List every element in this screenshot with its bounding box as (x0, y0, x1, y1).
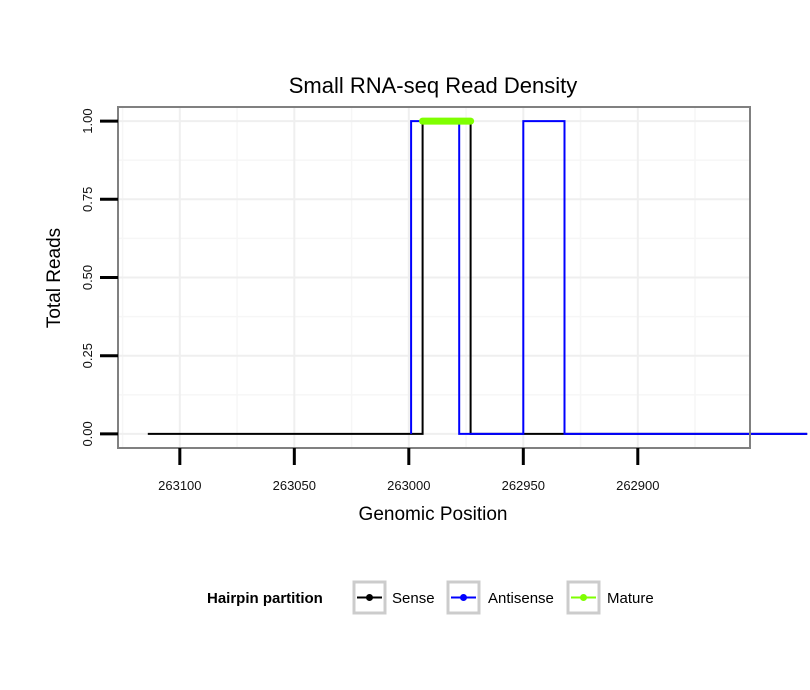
chart-title: Small RNA-seq Read Density (289, 73, 578, 98)
legend-key-point (366, 594, 373, 601)
plot-series (147, 117, 808, 435)
y-axis: 0.00 0.25 0.50 0.75 1.00 (80, 108, 118, 447)
y-tick-label: 0.75 (80, 187, 95, 212)
y-tick-label: 1.00 (80, 108, 95, 133)
legend-key-point (460, 594, 467, 601)
grid (118, 107, 750, 448)
y-axis-title: Total Reads (44, 228, 65, 328)
legend: Hairpin partition Sense Antisense Mature (207, 580, 654, 615)
x-axis: 263100 263050 263000 262950 262900 (158, 448, 659, 493)
x-tick-label: 263050 (273, 478, 316, 493)
x-tick-label: 263100 (158, 478, 201, 493)
y-tick-label: 0.50 (80, 265, 95, 290)
legend-title: Hairpin partition (207, 590, 323, 607)
x-tick-label: 263000 (387, 478, 430, 493)
legend-label-sense: Sense (392, 590, 435, 607)
series-line-antisense (410, 120, 808, 435)
y-tick-label: 0.25 (80, 343, 95, 368)
x-tick-label: 262900 (616, 478, 659, 493)
x-tick-label: 262950 (502, 478, 545, 493)
legend-label-mature: Mature (607, 590, 654, 607)
legend-key-point (580, 594, 587, 601)
x-axis-title: Genomic Position (359, 504, 508, 525)
legend-label-antisense: Antisense (488, 590, 554, 607)
y-tick-label: 0.00 (80, 421, 95, 446)
